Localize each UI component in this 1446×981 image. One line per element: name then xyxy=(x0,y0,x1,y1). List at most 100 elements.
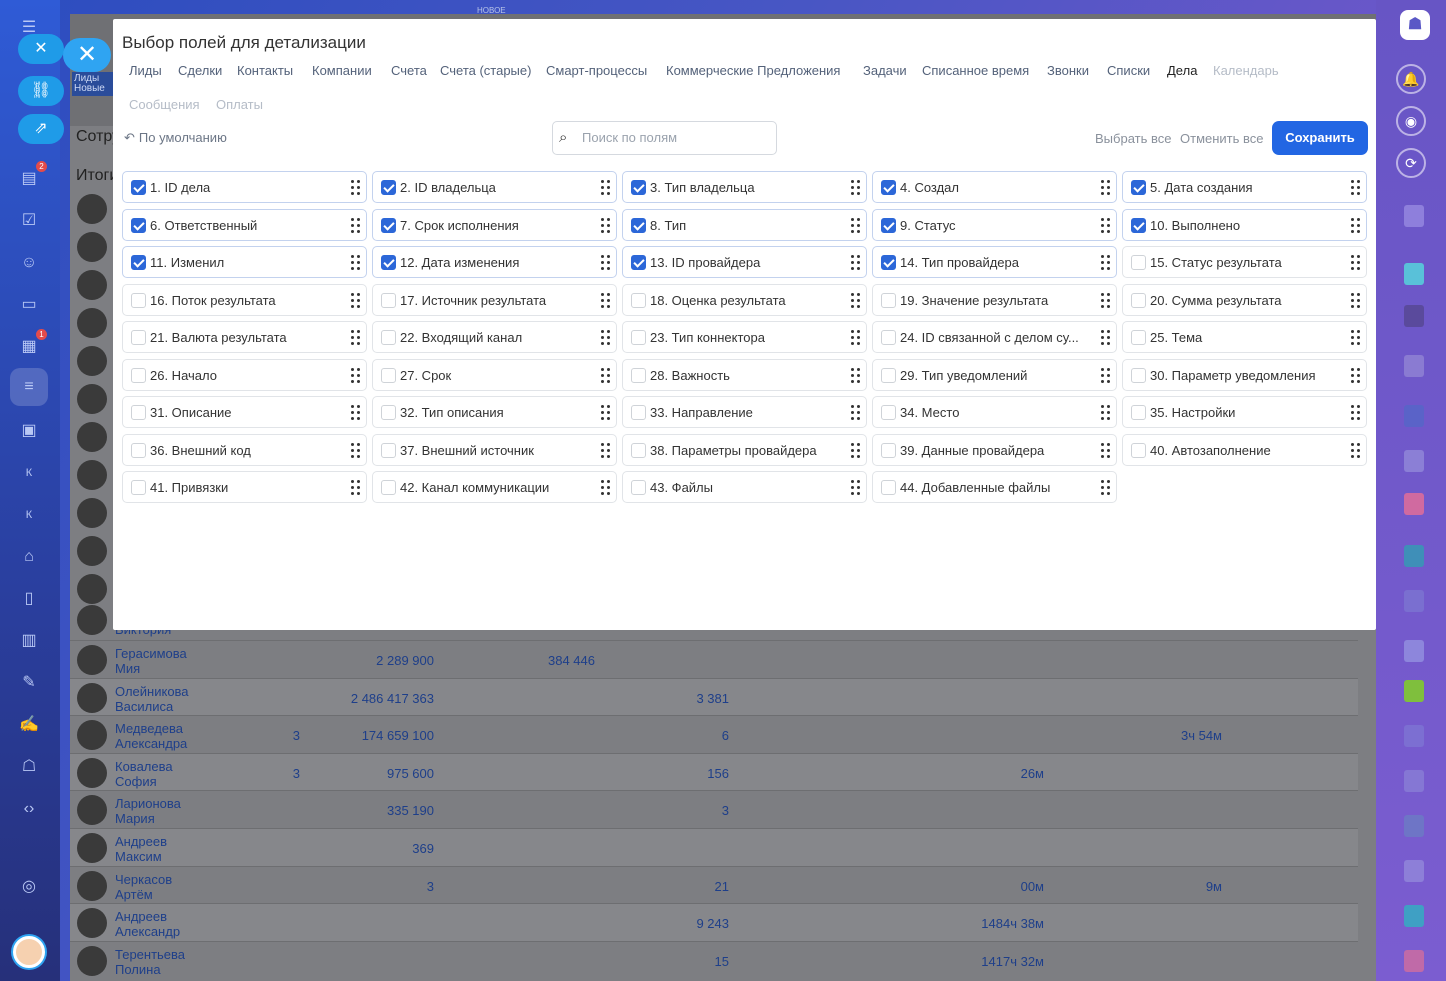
checkbox-unchecked[interactable] xyxy=(881,368,896,383)
field-item[interactable]: 18. Оценка результата xyxy=(622,284,867,316)
checkbox-checked[interactable] xyxy=(131,218,146,233)
checkbox-unchecked[interactable] xyxy=(381,480,396,495)
field-item[interactable]: 24. ID связанной с делом су... xyxy=(872,321,1117,353)
checkbox-checked[interactable] xyxy=(381,255,396,270)
bot-icon[interactable]: ☖ xyxy=(21,758,37,775)
forms-icon[interactable]: ✎ xyxy=(22,674,36,691)
checkbox-unchecked[interactable] xyxy=(881,330,896,345)
drag-handle-icon[interactable] xyxy=(351,405,360,420)
report-cell[interactable]: 6 xyxy=(721,728,729,744)
contact-avatar-8[interactable] xyxy=(1404,545,1424,567)
field-item[interactable]: 32. Тип описания xyxy=(372,396,617,428)
tab-7[interactable]: Смарт-процессы xyxy=(546,63,648,78)
contact-avatar-12[interactable] xyxy=(1404,725,1424,747)
drag-handle-icon[interactable] xyxy=(1351,180,1360,195)
field-item[interactable]: 39. Данные провайдера xyxy=(872,434,1117,466)
field-item[interactable]: 16. Поток результата xyxy=(122,284,367,316)
contact-avatar-17[interactable] xyxy=(1404,950,1424,972)
drag-handle-icon[interactable] xyxy=(1101,330,1110,345)
drag-handle-icon[interactable] xyxy=(1101,443,1110,458)
contact-avatar-3[interactable] xyxy=(1404,305,1424,327)
tab-1[interactable]: Лиды xyxy=(129,63,162,78)
report-cell[interactable]: 3 381 xyxy=(696,690,729,706)
employee-name[interactable]: Черкасов Артём xyxy=(115,872,172,902)
checkbox-unchecked[interactable] xyxy=(381,443,396,458)
drag-handle-icon[interactable] xyxy=(1351,368,1360,383)
field-item[interactable]: 23. Тип коннектора xyxy=(622,321,867,353)
contact-avatar-14[interactable] xyxy=(1404,815,1424,837)
employee-name[interactable]: Андреев Максим xyxy=(115,834,167,864)
checkbox-unchecked[interactable] xyxy=(881,443,896,458)
checklist-icon[interactable]: ☑ xyxy=(21,212,37,229)
checkbox-unchecked[interactable] xyxy=(1131,443,1146,458)
employee-name[interactable]: Ковалева София xyxy=(115,759,173,789)
drag-handle-icon[interactable] xyxy=(1101,405,1110,420)
report-cell[interactable]: 1417ч 32м xyxy=(981,953,1044,969)
report-cell[interactable]: 00м xyxy=(1020,878,1044,894)
contact-avatar-1[interactable] xyxy=(1404,205,1424,227)
field-item[interactable]: 8. Тип xyxy=(622,209,867,241)
tab-13[interactable]: Дела xyxy=(1167,63,1198,78)
tab-3[interactable]: Контакты xyxy=(237,63,294,78)
tab-9[interactable]: Задачи xyxy=(863,63,907,78)
report-cell[interactable]: 975 600 xyxy=(387,765,434,781)
menu-icon[interactable]: ☰ xyxy=(21,19,37,36)
close-slider-icon[interactable]: ✕ xyxy=(18,34,64,64)
field-item[interactable]: 13. ID провайдера xyxy=(622,246,867,278)
checkbox-checked[interactable] xyxy=(131,255,146,270)
contact-avatar-15[interactable] xyxy=(1404,860,1424,882)
checkbox-unchecked[interactable] xyxy=(381,293,396,308)
employee-name[interactable]: Ларионова Мария xyxy=(115,796,181,826)
drag-handle-icon[interactable] xyxy=(351,255,360,270)
drag-handle-icon[interactable] xyxy=(851,480,860,495)
field-item[interactable]: 44. Добавленные файлы xyxy=(872,471,1117,503)
contact-avatar-5[interactable] xyxy=(1404,405,1424,427)
contact-avatar-7[interactable] xyxy=(1404,493,1424,515)
field-item[interactable]: 34. Место xyxy=(872,396,1117,428)
contact-avatar-13[interactable] xyxy=(1404,770,1424,792)
checkbox-unchecked[interactable] xyxy=(881,293,896,308)
search-input[interactable] xyxy=(582,130,767,145)
field-item[interactable]: 40. Автозаполнение xyxy=(1122,434,1367,466)
report-cell[interactable]: 156 xyxy=(707,765,729,781)
contact-avatar-10[interactable] xyxy=(1404,640,1424,662)
field-item[interactable]: 11. Изменил xyxy=(122,246,367,278)
checkbox-checked[interactable] xyxy=(881,180,896,195)
field-item[interactable]: 28. Важность xyxy=(622,359,867,391)
tasks-icon[interactable]: ▤ 2 xyxy=(17,161,47,191)
drag-handle-icon[interactable] xyxy=(1351,293,1360,308)
drag-handle-icon[interactable] xyxy=(601,255,610,270)
employee-name[interactable]: Герасимова Мия xyxy=(115,646,187,676)
drag-handle-icon[interactable] xyxy=(1351,218,1360,233)
checkbox-unchecked[interactable] xyxy=(881,405,896,420)
employee-name[interactable]: Олейникова Василиса xyxy=(115,684,189,714)
drag-handle-icon[interactable] xyxy=(851,405,860,420)
contact-avatar-11[interactable] xyxy=(1404,680,1424,702)
checkbox-unchecked[interactable] xyxy=(1131,293,1146,308)
field-item[interactable]: 31. Описание xyxy=(122,396,367,428)
checkbox-checked[interactable] xyxy=(1131,218,1146,233)
field-item[interactable]: 2. ID владельца xyxy=(372,171,617,203)
link-icon[interactable]: ⛓ xyxy=(18,76,64,106)
drag-handle-icon[interactable] xyxy=(351,293,360,308)
field-item[interactable]: 29. Тип уведомлений xyxy=(872,359,1117,391)
drag-handle-icon[interactable] xyxy=(601,368,610,383)
checkbox-unchecked[interactable] xyxy=(131,405,146,420)
drag-handle-icon[interactable] xyxy=(351,368,360,383)
report-cell[interactable]: 21 xyxy=(714,878,729,894)
checkbox-unchecked[interactable] xyxy=(131,330,146,345)
checkbox-checked[interactable] xyxy=(1131,180,1146,195)
field-item[interactable]: 42. Канал коммуникации xyxy=(372,471,617,503)
checkbox-unchecked[interactable] xyxy=(381,330,396,345)
report-cell[interactable]: 3 xyxy=(292,728,300,744)
field-item[interactable]: 7. Срок исполнения xyxy=(372,209,617,241)
calendar-icon[interactable]: ▦ 1 xyxy=(17,329,47,359)
drag-handle-icon[interactable] xyxy=(1101,368,1110,383)
field-item[interactable]: 41. Привязки xyxy=(122,471,367,503)
table-row[interactable]: Андреев Максим 369 xyxy=(70,828,1358,866)
settings-icon[interactable]: ◎ xyxy=(22,878,36,895)
field-item[interactable]: 33. Направление xyxy=(622,396,867,428)
drag-handle-icon[interactable] xyxy=(1101,218,1110,233)
k-app-icon[interactable]: К xyxy=(25,467,33,479)
checkbox-unchecked[interactable] xyxy=(381,405,396,420)
